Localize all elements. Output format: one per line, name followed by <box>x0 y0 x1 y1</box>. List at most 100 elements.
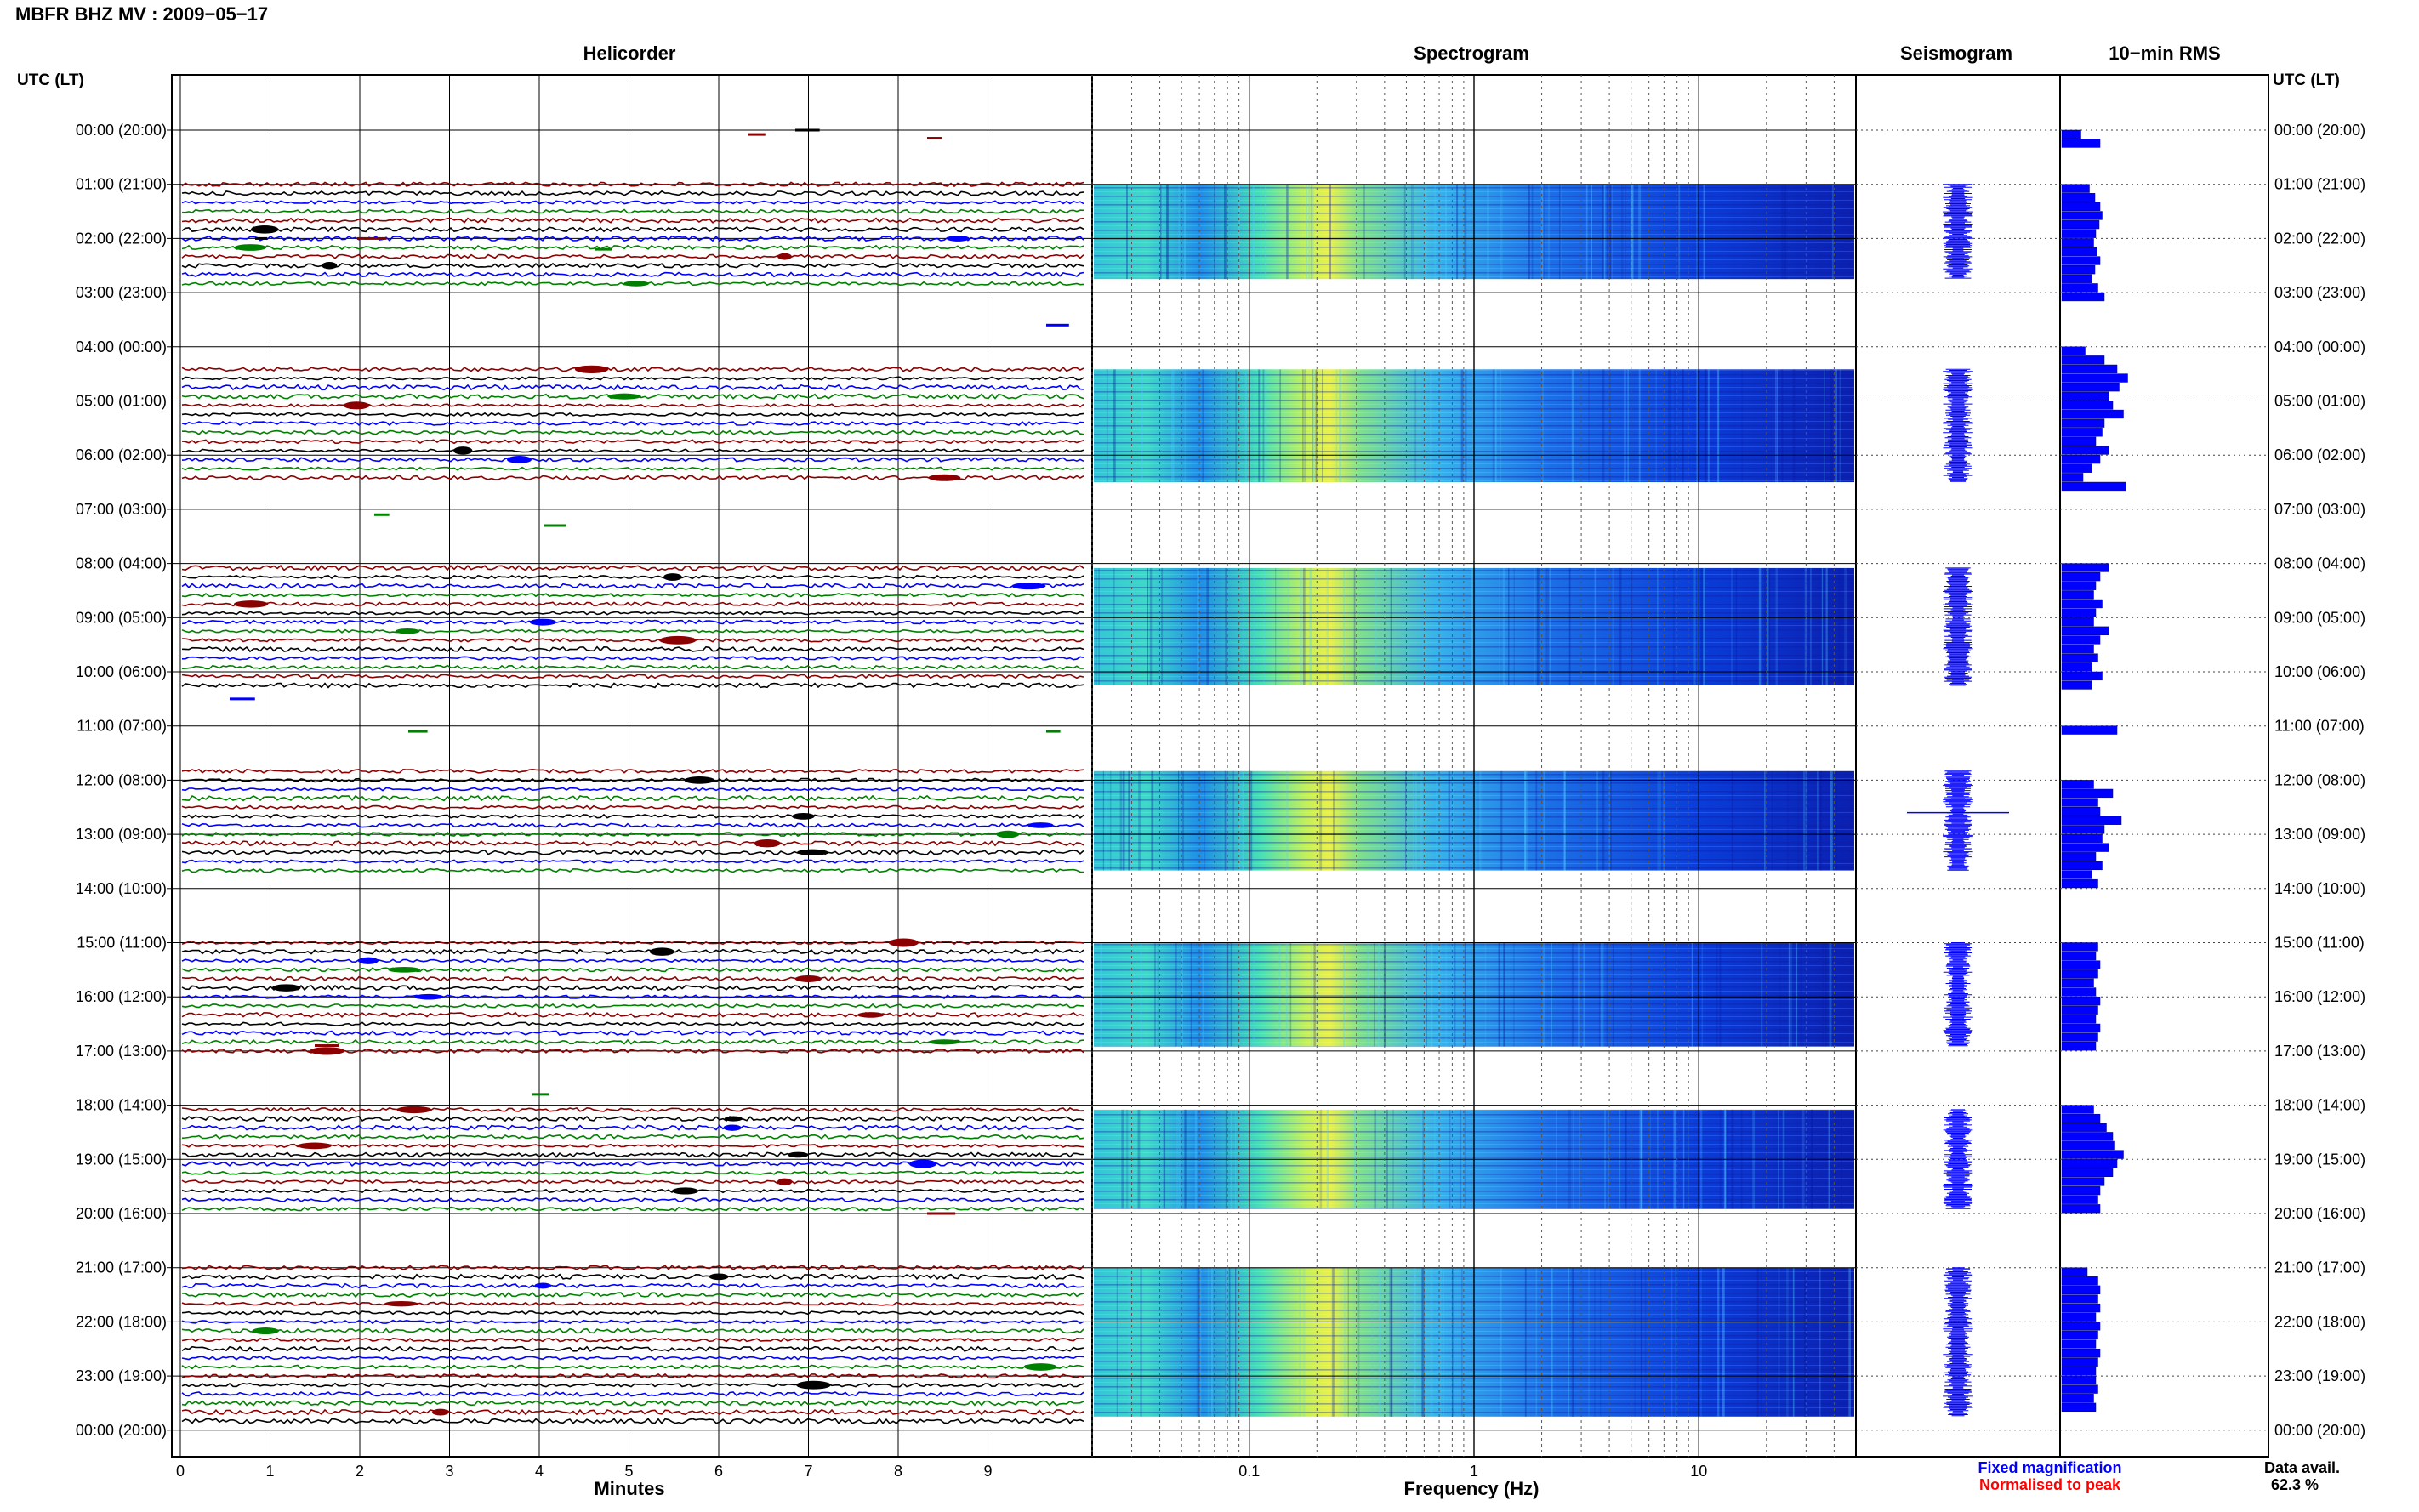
helicorder-fragment <box>1046 323 1069 327</box>
helicorder-trace <box>181 1188 1084 1194</box>
spectrogram-streak <box>1451 1267 1454 1417</box>
helicorder-trace <box>181 813 1084 819</box>
rms-bar <box>2061 219 2100 230</box>
spectrogram-streak <box>1839 369 1841 483</box>
spectrogram-streak <box>1374 942 1375 1047</box>
spectrogram-streak <box>1414 1267 1416 1417</box>
helicorder-trace <box>181 638 1084 643</box>
spectrogram-streak <box>1128 770 1130 871</box>
spectrogram-streak <box>1448 770 1450 871</box>
helicorder-burst <box>396 1106 432 1114</box>
spectrogram-streak <box>1761 942 1763 1047</box>
helicorder-trace <box>181 1134 1084 1140</box>
helicorder-trace <box>181 840 1084 847</box>
helicorder-trace <box>181 1291 1084 1299</box>
helicorder-trace <box>181 376 1084 381</box>
spectrogram-streak <box>1381 369 1384 483</box>
rms-bar <box>2061 184 2090 193</box>
spectrogram-streak <box>1513 942 1515 1047</box>
rms-bar <box>2061 355 2105 365</box>
time-tick-label-right: 21:00 (17:00) <box>2274 1259 2365 1276</box>
helicorder-fragment <box>927 1212 956 1215</box>
time-tick-label-right: 22:00 (18:00) <box>2274 1313 2365 1330</box>
helicorder-fragment <box>357 236 387 240</box>
spectrogram-streak <box>1682 369 1684 483</box>
rms-bar <box>2061 1285 2101 1295</box>
minute-tick-label: 9 <box>983 1463 992 1480</box>
rms-bar <box>2061 1150 2124 1159</box>
spectrogram-streak <box>1479 770 1482 871</box>
helicorder-trace <box>181 466 1084 471</box>
spectrogram-streak <box>1700 567 1703 685</box>
time-tick-label-left: 04:00 (00:00) <box>76 338 167 355</box>
helicorder-trace <box>181 457 1084 463</box>
rms-bar <box>2061 1023 2101 1033</box>
spectrogram-streak <box>1735 567 1738 685</box>
spectrogram-streak <box>1760 1267 1762 1417</box>
spectrogram-streak <box>1779 942 1781 1047</box>
spectrogram-streak <box>1609 184 1612 280</box>
spectrogram-streak <box>1571 369 1574 483</box>
helicorder-burst <box>797 849 828 855</box>
time-tick-label-left: 00:00 (20:00) <box>76 122 167 139</box>
helicorder-trace <box>181 253 1084 259</box>
time-tick-label-left: 18:00 (14:00) <box>76 1097 167 1114</box>
spectrogram-streak <box>1105 770 1107 871</box>
time-tick-label-left: 08:00 (04:00) <box>76 555 167 572</box>
helicorder-fragment <box>255 236 268 240</box>
rms-bar <box>2061 1123 2107 1132</box>
helicorder-trace <box>181 1206 1084 1212</box>
spectrogram-streak <box>1671 1267 1673 1417</box>
rms-bar <box>2061 1367 2097 1376</box>
spectrogram-streak <box>1378 1267 1381 1417</box>
spectrogram-streak <box>1526 770 1528 871</box>
time-tick-label-right: 10:00 (06:00) <box>2274 663 2365 680</box>
rms-bar <box>2061 1168 2114 1177</box>
spectrogram-streak <box>1411 184 1414 280</box>
spectrogram-streak <box>1439 1267 1442 1417</box>
spectrogram-streak <box>1619 567 1622 685</box>
spectrogram-streak <box>1771 770 1773 871</box>
rms-bar <box>2061 1005 2098 1015</box>
spectrogram-streak <box>1102 770 1104 871</box>
spectrogram-streak <box>1353 567 1356 685</box>
spectrogram-streak <box>1825 567 1828 685</box>
time-tick-label-left: 01:00 (21:00) <box>76 176 167 193</box>
spectrogram-streak <box>1147 567 1149 685</box>
spectrogram-streak <box>1830 369 1833 483</box>
helicorder-trace <box>181 1170 1084 1175</box>
spectrogram-streak <box>1154 942 1156 1047</box>
rms-bar <box>2061 987 2097 997</box>
rms-bar <box>2061 581 2097 590</box>
spectrogram-streak <box>1202 942 1204 1047</box>
time-tick-label-left: 16:00 (12:00) <box>76 988 167 1005</box>
rms-bar <box>2061 446 2109 455</box>
spectrogram-streak <box>1422 1267 1425 1417</box>
rms-bar <box>2061 1294 2098 1304</box>
spectrogram-streak <box>1286 184 1289 280</box>
rms-bar <box>2061 1357 2098 1367</box>
helicorder-trace <box>181 1400 1084 1407</box>
spectrogram-streak <box>1535 770 1538 871</box>
helicorder-trace <box>181 849 1084 855</box>
rms-bar <box>2061 1113 2101 1123</box>
spectrogram-streak <box>1830 770 1833 871</box>
spectrogram-streak <box>1717 369 1720 483</box>
spectrogram-streak <box>1822 942 1824 1047</box>
spectrogram-streak <box>1322 369 1323 483</box>
spectrogram-streak <box>1157 942 1159 1047</box>
helicorder-burst <box>343 401 370 410</box>
spectrogram-streak <box>1138 770 1141 871</box>
helicorder-trace <box>181 822 1084 828</box>
spectrogram-streak <box>1674 369 1676 483</box>
spectrogram-streak <box>1452 770 1454 871</box>
spectrogram-streak <box>1694 567 1696 685</box>
spectrogram-streak <box>1703 184 1705 280</box>
spectrogram-streak <box>1499 567 1500 685</box>
spectrogram-streak <box>1431 942 1433 1047</box>
helicorder-trace <box>181 682 1084 689</box>
spectrogram-streak <box>1571 1267 1574 1417</box>
spectrogram-streak <box>1335 369 1338 483</box>
spectrogram-streak <box>1568 567 1571 685</box>
helicorder-trace <box>181 940 1084 946</box>
